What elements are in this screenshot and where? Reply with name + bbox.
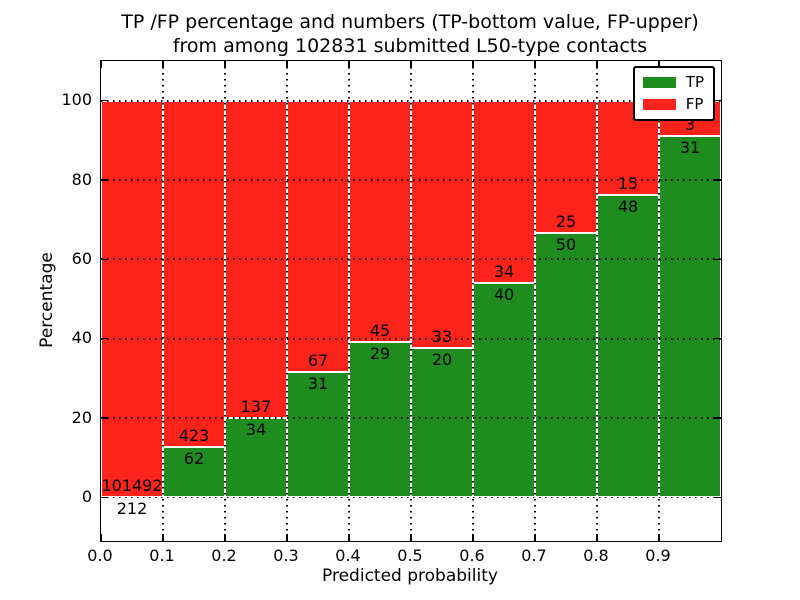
bar-segment-tp (535, 232, 597, 498)
plot-area: 101492 212 423 62 137 34 67 31 45 29 33 20 34 40 25 50 1… (100, 60, 722, 542)
y-tick-mark (714, 179, 721, 181)
y-tick-mark (714, 337, 721, 340)
y-tick-label: 0 (81, 486, 92, 506)
x-tick-mark (286, 61, 288, 68)
bar-segment-fp (535, 100, 597, 233)
x-tick-mark (162, 534, 164, 541)
x-tick-mark (410, 534, 412, 541)
bars-layer (101, 61, 721, 541)
bar-value-tp: 31 (679, 137, 701, 157)
x-tick-mark (472, 534, 474, 541)
legend-swatch-fp (642, 99, 676, 110)
x-tick-mark (658, 534, 660, 541)
x-tick-label: 0.7 (521, 546, 547, 565)
bar-value-tp: 40 (493, 284, 515, 304)
bar-value-tp: 62 (183, 448, 205, 468)
bar-value-fp: 423 (178, 425, 210, 445)
bar-value-fp: 34 (493, 261, 515, 281)
y-tick-mark (101, 99, 108, 102)
ticks-layer (100, 61, 721, 541)
x-tick-mark (534, 534, 536, 541)
x-tick-label: 0.3 (273, 546, 299, 565)
legend-label-fp: FP (685, 95, 704, 113)
bar-value-tp: 34 (245, 420, 267, 440)
bar-segment-fp (287, 100, 349, 372)
bar-value-tp: 29 (369, 343, 391, 363)
bar-value-fp: 33 (431, 326, 453, 346)
y-tick-mark (714, 258, 721, 261)
x-tick-mark (472, 61, 474, 68)
bar-value-tp: 31 (307, 373, 329, 393)
bar-value-tp: 48 (617, 197, 639, 217)
y-tick-mark (714, 417, 721, 419)
y-axis-label: Percentage (37, 252, 57, 348)
y-tick-label: 60 (71, 248, 92, 268)
x-tick-mark (348, 61, 350, 68)
bar-segment-fp (411, 100, 473, 348)
bar-value-fp: 67 (307, 350, 329, 370)
legend-item-fp: FP (642, 95, 704, 113)
legend-swatch-tp (642, 77, 676, 88)
x-tick-mark (100, 61, 102, 68)
bar-segment-tp (287, 371, 349, 498)
y-tick-mark (101, 179, 108, 181)
bar-segment-tp (349, 341, 411, 498)
y-tick-label: 20 (71, 407, 92, 427)
bar-labels-layer: 101492 212 423 62 137 34 67 31 45 29 33 20 34 40 25 50 1… (101, 61, 721, 541)
chart-title: TP /FP percentage and numbers (TP-bottom… (100, 10, 720, 58)
x-tick-label: 0.4 (335, 546, 361, 565)
x-tick-mark (162, 61, 164, 68)
y-tick-mark (101, 417, 108, 419)
x-tick-mark (596, 61, 598, 68)
chart-title-line2: from among 102831 submitted L50-type con… (172, 35, 648, 57)
y-tick-mark (101, 337, 108, 340)
x-tick-label: 0.6 (459, 546, 485, 565)
x-tick-label: 0.9 (645, 546, 671, 565)
bar-value-fp: 3 (684, 114, 696, 134)
x-tick-label: 0.8 (583, 546, 609, 565)
y-tick-label: 100 (61, 90, 92, 110)
legend-label-tp: TP (685, 73, 704, 91)
x-tick-mark (224, 534, 226, 541)
legend: TP FP (632, 66, 715, 121)
bar-value-tp: 212 (116, 498, 148, 518)
y-tick-mark (101, 258, 108, 261)
y-tick-mark (714, 99, 721, 102)
bar-segment-fp (349, 100, 411, 342)
x-tick-mark (410, 61, 412, 68)
x-tick-label: 0.5 (397, 546, 423, 565)
y-tick-label: 80 (71, 169, 92, 189)
x-tick-mark (100, 534, 102, 541)
x-tick-mark (348, 534, 350, 541)
y-tick-label: 40 (71, 328, 92, 348)
y-tick-mark (714, 496, 721, 499)
bar-value-fp: 45 (369, 320, 391, 340)
x-tick-mark (596, 534, 598, 541)
bar-segment-tp (659, 135, 721, 498)
x-axis-label: Predicted probability (322, 566, 498, 586)
bar-value-fp: 25 (555, 211, 577, 231)
y-tick-mark (101, 496, 108, 499)
x-tick-mark (534, 61, 536, 68)
x-tick-mark (224, 61, 226, 68)
bar-value-fp: 137 (240, 397, 272, 417)
legend-item-tp: TP (642, 73, 704, 91)
x-tick-label: 0.0 (87, 546, 113, 565)
bar-value-fp: 15 (617, 174, 639, 194)
x-tick-mark (658, 61, 660, 68)
x-tick-label: 0.1 (149, 546, 175, 565)
bar-segment-fp (473, 100, 535, 283)
chart-title-line1: TP /FP percentage and numbers (TP-bottom… (121, 11, 699, 33)
bar-value-tp: 50 (555, 234, 577, 254)
bar-value-fp: 101492 (101, 475, 163, 495)
x-tick-label: 0.2 (211, 546, 237, 565)
x-tick-mark (286, 534, 288, 541)
bar-value-tp: 20 (431, 349, 453, 369)
